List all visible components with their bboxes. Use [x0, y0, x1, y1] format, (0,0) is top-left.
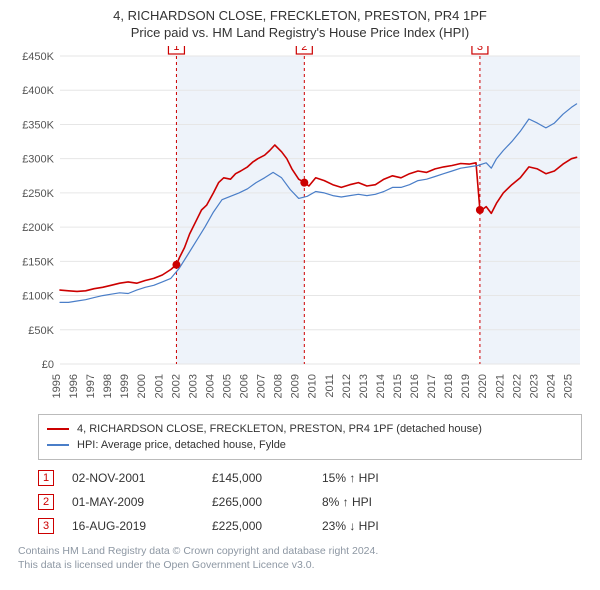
- svg-text:2021: 2021: [494, 374, 506, 398]
- svg-text:2007: 2007: [256, 374, 268, 398]
- event-delta: 15% ↑ HPI: [322, 471, 442, 485]
- svg-text:2: 2: [301, 46, 307, 53]
- svg-text:2019: 2019: [460, 374, 472, 398]
- events-table: 1 02-NOV-2001 £145,000 15% ↑ HPI 2 01-MA…: [38, 466, 582, 538]
- svg-text:1997: 1997: [85, 374, 97, 398]
- svg-text:2005: 2005: [221, 374, 233, 398]
- legend-label: 4, RICHARDSON CLOSE, FRECKLETON, PRESTON…: [77, 423, 482, 435]
- svg-text:1996: 1996: [68, 374, 80, 398]
- table-row: 2 01-MAY-2009 £265,000 8% ↑ HPI: [38, 490, 582, 514]
- event-badge: 2: [38, 494, 54, 510]
- legend-label: HPI: Average price, detached house, Fyld…: [77, 439, 286, 451]
- event-price: £225,000: [212, 519, 322, 533]
- svg-text:2000: 2000: [136, 374, 148, 398]
- svg-text:2022: 2022: [511, 374, 523, 398]
- svg-text:1: 1: [173, 46, 179, 53]
- svg-text:£300K: £300K: [22, 154, 54, 166]
- event-badge: 3: [38, 518, 54, 534]
- svg-text:2010: 2010: [307, 374, 319, 398]
- svg-text:£150K: £150K: [22, 256, 54, 268]
- svg-text:2002: 2002: [170, 374, 182, 398]
- svg-text:2012: 2012: [341, 374, 353, 398]
- title-address: 4, RICHARDSON CLOSE, FRECKLETON, PRESTON…: [10, 8, 590, 23]
- legend: 4, RICHARDSON CLOSE, FRECKLETON, PRESTON…: [38, 414, 582, 460]
- svg-text:2004: 2004: [204, 374, 216, 398]
- svg-text:2003: 2003: [187, 374, 199, 398]
- event-date: 01-MAY-2009: [72, 495, 212, 509]
- legend-row: 4, RICHARDSON CLOSE, FRECKLETON, PRESTON…: [47, 421, 573, 437]
- svg-text:£200K: £200K: [22, 222, 54, 234]
- footer: Contains HM Land Registry data © Crown c…: [18, 544, 582, 572]
- chart-svg: £0 £50K £100K £150K £200K £250K £300K £350K £400…: [14, 46, 586, 406]
- footer-line: This data is licensed under the Open Gov…: [18, 558, 582, 572]
- svg-text:2020: 2020: [477, 374, 489, 398]
- chart-area: £0 £50K £100K £150K £200K £250K £300K £350K £400…: [14, 46, 586, 406]
- event-date: 02-NOV-2001: [72, 471, 212, 485]
- svg-text:3: 3: [477, 46, 483, 53]
- svg-text:2025: 2025: [562, 374, 574, 398]
- event-price: £145,000: [212, 471, 322, 485]
- table-row: 3 16-AUG-2019 £225,000 23% ↓ HPI: [38, 514, 582, 538]
- legend-swatch-blue: [47, 444, 69, 446]
- svg-text:2006: 2006: [239, 374, 251, 398]
- titles: 4, RICHARDSON CLOSE, FRECKLETON, PRESTON…: [0, 0, 600, 42]
- title-subtitle: Price paid vs. HM Land Registry's House …: [10, 25, 590, 40]
- svg-text:£100K: £100K: [22, 291, 54, 303]
- svg-text:1999: 1999: [119, 374, 131, 398]
- svg-text:£350K: £350K: [22, 119, 54, 131]
- svg-text:£50K: £50K: [28, 325, 54, 337]
- event-badge: 1: [38, 470, 54, 486]
- event-date: 16-AUG-2019: [72, 519, 212, 533]
- event-price: £265,000: [212, 495, 322, 509]
- event-delta: 8% ↑ HPI: [322, 495, 442, 509]
- svg-text:2018: 2018: [443, 374, 455, 398]
- svg-text:2015: 2015: [392, 374, 404, 398]
- event-delta: 23% ↓ HPI: [322, 519, 442, 533]
- legend-swatch-red: [47, 428, 69, 430]
- table-row: 1 02-NOV-2001 £145,000 15% ↑ HPI: [38, 466, 582, 490]
- footer-line: Contains HM Land Registry data © Crown c…: [18, 544, 582, 558]
- svg-text:2024: 2024: [545, 374, 557, 398]
- svg-text:2013: 2013: [358, 374, 370, 398]
- svg-text:2008: 2008: [273, 374, 285, 398]
- legend-row: HPI: Average price, detached house, Fyld…: [47, 437, 573, 453]
- svg-text:2011: 2011: [324, 374, 336, 398]
- svg-text:2014: 2014: [375, 374, 387, 398]
- svg-text:2017: 2017: [426, 374, 438, 398]
- svg-text:£450K: £450K: [22, 51, 54, 63]
- svg-text:2001: 2001: [153, 374, 165, 398]
- svg-text:1995: 1995: [51, 374, 63, 398]
- svg-text:2009: 2009: [290, 374, 302, 398]
- svg-text:£250K: £250K: [22, 188, 54, 200]
- svg-text:£400K: £400K: [22, 85, 54, 97]
- svg-text:£0: £0: [42, 359, 54, 371]
- svg-text:1998: 1998: [102, 374, 114, 398]
- chart-container: 4, RICHARDSON CLOSE, FRECKLETON, PRESTON…: [0, 0, 600, 590]
- svg-text:2023: 2023: [528, 374, 540, 398]
- svg-text:2016: 2016: [409, 374, 421, 398]
